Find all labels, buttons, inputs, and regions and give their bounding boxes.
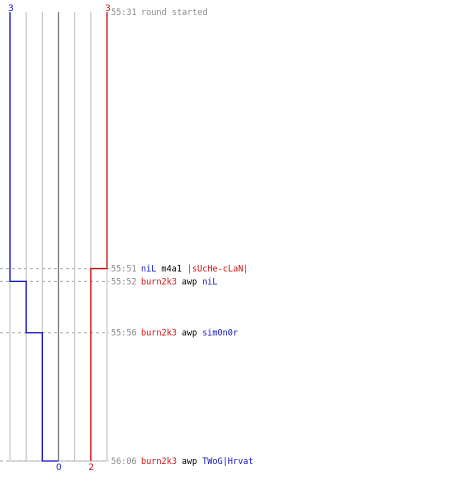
event-text: burn2k3 <box>141 329 177 339</box>
team_b-start-count: 3 <box>105 4 111 14</box>
event-timestamp: 55:52 <box>111 277 137 287</box>
event-text: awp <box>182 329 197 339</box>
event-text: awp <box>182 457 197 467</box>
event-timestamp: 55:51 <box>111 265 137 275</box>
event-text: niL <box>141 265 156 275</box>
team_b-alive-series <box>90 12 108 461</box>
event-text: m4a1 <box>161 265 181 275</box>
event-text: |sUcHe-cLaN| <box>187 265 248 275</box>
team_a-alive-series <box>9 12 59 462</box>
event-text: sim0n0r <box>202 329 238 339</box>
event-timestamp: 55:31 <box>111 8 137 18</box>
event-timestamp: 56:06 <box>111 457 137 467</box>
event-text: burn2k3 <box>141 277 177 287</box>
team_a-start-count: 3 <box>8 4 14 14</box>
team_a-end-count: 0 <box>56 463 62 473</box>
event-text: round started <box>141 8 208 18</box>
event-text: TWoG|Hrvat <box>202 457 253 467</box>
event-text: niL <box>202 277 217 287</box>
event-timestamp: 55:56 <box>111 329 137 339</box>
team_b-end-count: 2 <box>88 463 94 473</box>
event-text: awp <box>182 277 197 287</box>
event-text: burn2k3 <box>141 457 177 467</box>
